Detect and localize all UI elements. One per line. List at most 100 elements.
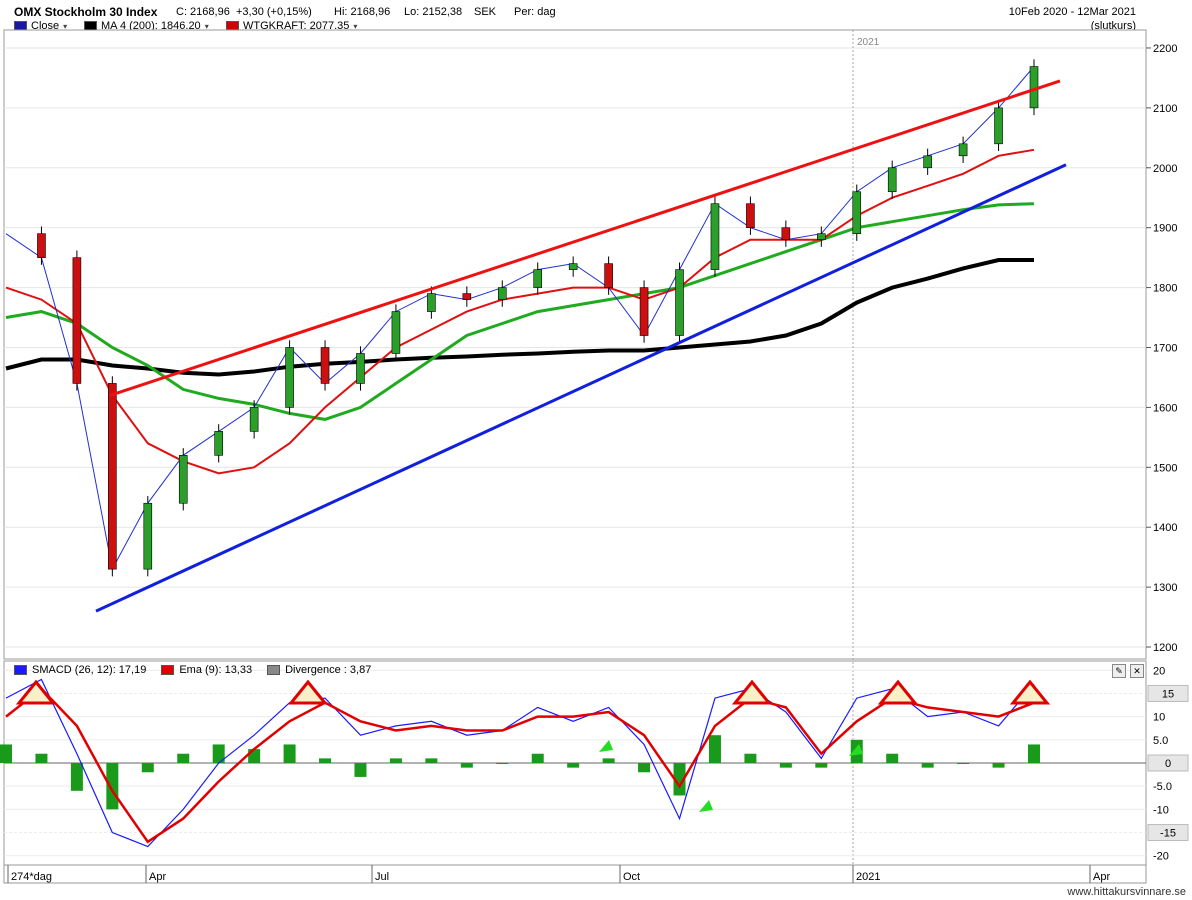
y-tick-label: -5.0 — [1153, 781, 1172, 793]
divergence-bar — [248, 749, 261, 763]
divergence-bar — [70, 763, 83, 791]
warning-triangle-icon — [1009, 679, 1051, 705]
divergence-bar — [602, 758, 615, 763]
candle-body — [746, 203, 755, 228]
lower-trend-line — [95, 163, 1067, 613]
value-badge-label: 15 — [1162, 688, 1174, 700]
legend-ma[interactable]: MA 4 (200): 1846.20 ▾ — [84, 20, 209, 32]
arrow-up-icon — [699, 800, 713, 812]
divergence-bar — [0, 744, 12, 763]
candle-body — [320, 347, 330, 384]
legend-ma-label: MA 4 (200): 1846.20 — [101, 20, 201, 32]
value-badge-label: -15 — [1160, 828, 1176, 840]
y-tick-label: -20 — [1153, 851, 1169, 863]
y-tick-label: 1700 — [1153, 342, 1177, 354]
divergence-bar — [496, 763, 509, 764]
y-tick-label: 1200 — [1153, 642, 1177, 654]
ma20-line — [5, 148, 1035, 475]
chevron-down-icon[interactable]: ▾ — [353, 21, 358, 31]
wrench-icon[interactable]: ✎ — [1112, 664, 1126, 678]
warning-triangle-icon — [731, 679, 773, 705]
divergence-bar — [744, 753, 757, 763]
divergence-bar — [460, 763, 473, 768]
x-tick-label: Jul — [375, 871, 389, 883]
period: Per: dag — [514, 6, 556, 18]
candle-body — [37, 233, 46, 258]
close-icon[interactable]: ✕ — [1130, 664, 1144, 678]
y-tick-label: 1900 — [1153, 223, 1177, 235]
divergence-bar — [957, 763, 970, 764]
x-tick-label: Oct — [623, 871, 640, 883]
y-tick-label: 2200 — [1153, 43, 1177, 55]
warning-triangle-icon — [15, 679, 57, 705]
warning-triangle-icon — [287, 679, 329, 705]
divergence-bar — [319, 758, 332, 763]
chevron-down-icon[interactable]: ▾ — [204, 21, 209, 31]
divergence-bar — [673, 763, 686, 796]
candle-body — [817, 233, 826, 240]
lower-legend: SMACD (26, 12): 17,19 Ema (9): 13,33 Div… — [14, 664, 371, 676]
divergence-bar — [354, 763, 367, 777]
y-tick-label: 20 — [1153, 665, 1165, 677]
ema-label: Ema (9): 13,33 — [179, 664, 253, 676]
candle-body — [427, 293, 436, 312]
legend-wtgkraft-label: WTGKRAFT: 2077.35 — [243, 20, 350, 32]
chart-header: OMX Stockholm 30 Index C: 2168,96 +3,30 … — [4, 2, 1188, 32]
y-tick-label: -10 — [1153, 804, 1169, 816]
change-value: +3,30 (+0,15%) — [236, 6, 312, 18]
value-badge — [1147, 754, 1189, 772]
candle-body — [462, 293, 472, 300]
candle-body — [356, 353, 365, 384]
divergence-bar — [992, 763, 1005, 768]
y-tick-label: 1500 — [1153, 462, 1177, 474]
x-tick-label: 274*dag — [11, 871, 52, 883]
year-marker: 2021 — [857, 37, 880, 48]
x-axis-frame — [3, 864, 1147, 884]
smacd-label: SMACD (26, 12): 17,19 — [32, 664, 147, 676]
legend-close-label: Close — [31, 20, 60, 32]
y-tick-label: 1800 — [1153, 283, 1177, 295]
candle-body — [639, 287, 649, 336]
divergence-bar — [177, 753, 190, 763]
y-tick-label: 2000 — [1153, 163, 1177, 175]
candle-body — [958, 143, 968, 157]
divergence-bar — [638, 763, 651, 773]
candle-body — [391, 311, 401, 354]
y-tick-label: 1400 — [1153, 522, 1177, 534]
x-axis: 274*dag Apr Jul Oct 2021 Apr — [7, 865, 1110, 883]
signal-markers — [15, 679, 1051, 812]
divergence-bar — [212, 744, 225, 763]
y-tick-label: 2100 — [1153, 103, 1177, 115]
divergence-bar — [1028, 744, 1040, 763]
smacd-swatch — [14, 665, 27, 675]
candle-body — [710, 203, 720, 270]
legend-wtgkraft[interactable]: WTGKRAFT: 2077.35 ▾ — [226, 20, 357, 32]
candle-body — [781, 227, 791, 240]
candle-body — [178, 455, 188, 504]
divergence-bar — [921, 763, 934, 768]
warning-triangle-icon — [877, 679, 919, 705]
value-badge — [1147, 824, 1189, 842]
arrow-up-icon — [599, 740, 613, 752]
arrow-up-icon — [849, 744, 863, 756]
close-line — [5, 66, 1035, 571]
value-badge-label: 0 — [1165, 758, 1171, 770]
main-plot-frame — [3, 29, 1147, 660]
divergence-bar — [283, 744, 296, 763]
candle-body — [214, 431, 223, 456]
candle-body — [887, 167, 897, 193]
candle-body — [143, 502, 153, 570]
divergence-bar — [531, 753, 544, 763]
divergence-bar — [141, 763, 154, 773]
candle-body — [675, 269, 684, 336]
value-badge — [1147, 684, 1189, 702]
high-value: Hi: 2168,96 — [334, 6, 391, 18]
divergence-swatch — [267, 665, 281, 675]
candle-body — [497, 287, 507, 300]
divergence-bar — [567, 763, 580, 768]
y-tick-label: 5.0 — [1153, 735, 1168, 747]
x-tick-label: 2021 — [856, 871, 880, 883]
chevron-down-icon[interactable]: ▾ — [63, 21, 68, 31]
candlesticks — [37, 59, 1039, 577]
